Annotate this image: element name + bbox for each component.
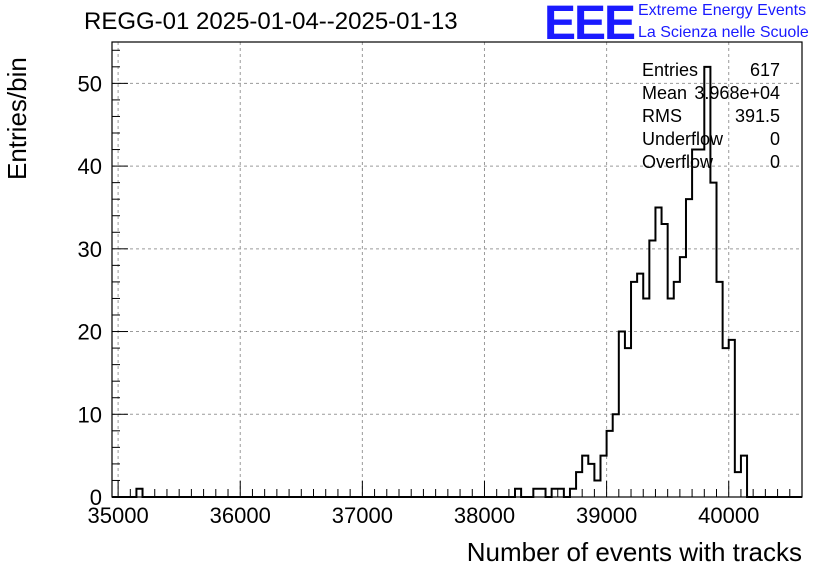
logo-text-line2: La Scienza nelle Scuole — [638, 24, 809, 41]
logo-text-line1: Extreme Energy Events — [638, 2, 807, 19]
stats-box: Entries 617 Mean 3.968e+04 RMS 391.5 Und… — [642, 60, 780, 175]
y-tick-label: 30 — [78, 237, 102, 262]
stat-key: Underflow — [642, 129, 724, 149]
y-tick-label: 40 — [78, 154, 102, 179]
x-tick-label: 35000 — [88, 503, 149, 528]
y-tick-label: 50 — [78, 71, 102, 96]
grid-lines — [112, 42, 802, 497]
stat-value: 3.968e+04 — [694, 83, 780, 103]
x-axis-label: Number of events with tracks — [466, 537, 802, 567]
x-tick-label: 36000 — [210, 503, 271, 528]
stat-key: Entries — [642, 60, 699, 80]
axis-ticks — [112, 49, 803, 498]
stat-row-overflow: Overflow 0 — [642, 152, 780, 175]
stat-value: 0 — [769, 129, 780, 149]
x-tick-labels: 35000 36000 37000 38000 39000 40000 — [88, 503, 760, 528]
chart-title: REGG-01 2025-01-04--2025-01-13 — [84, 8, 458, 35]
plot-frame — [111, 41, 803, 498]
y-tick-label: 0 — [90, 485, 102, 510]
y-tick-labels: 0 10 20 30 40 50 — [78, 71, 102, 510]
stat-row-entries: Entries 617 — [642, 60, 780, 83]
y-axis-label: Entries/bin — [2, 57, 32, 180]
stat-value: 617 — [749, 60, 780, 80]
stat-row-mean: Mean 3.968e+04 — [642, 83, 780, 106]
y-tick-label: 10 — [78, 402, 102, 427]
stat-key: Mean — [642, 83, 688, 103]
eee-logo-mark: EEE — [544, 0, 636, 50]
stat-key: RMS — [642, 106, 682, 126]
x-tick-label: 37000 — [332, 503, 393, 528]
stat-row-underflow: Underflow 0 — [642, 129, 780, 152]
y-tick-label: 20 — [78, 320, 102, 345]
x-tick-label: 38000 — [454, 503, 515, 528]
x-tick-label: 39000 — [576, 503, 637, 528]
stat-key: Overflow — [642, 152, 714, 172]
stat-row-rms: RMS 391.5 — [642, 106, 780, 129]
x-tick-label: 40000 — [698, 503, 759, 528]
stat-value: 0 — [769, 152, 780, 172]
stat-value: 391.5 — [734, 106, 780, 126]
